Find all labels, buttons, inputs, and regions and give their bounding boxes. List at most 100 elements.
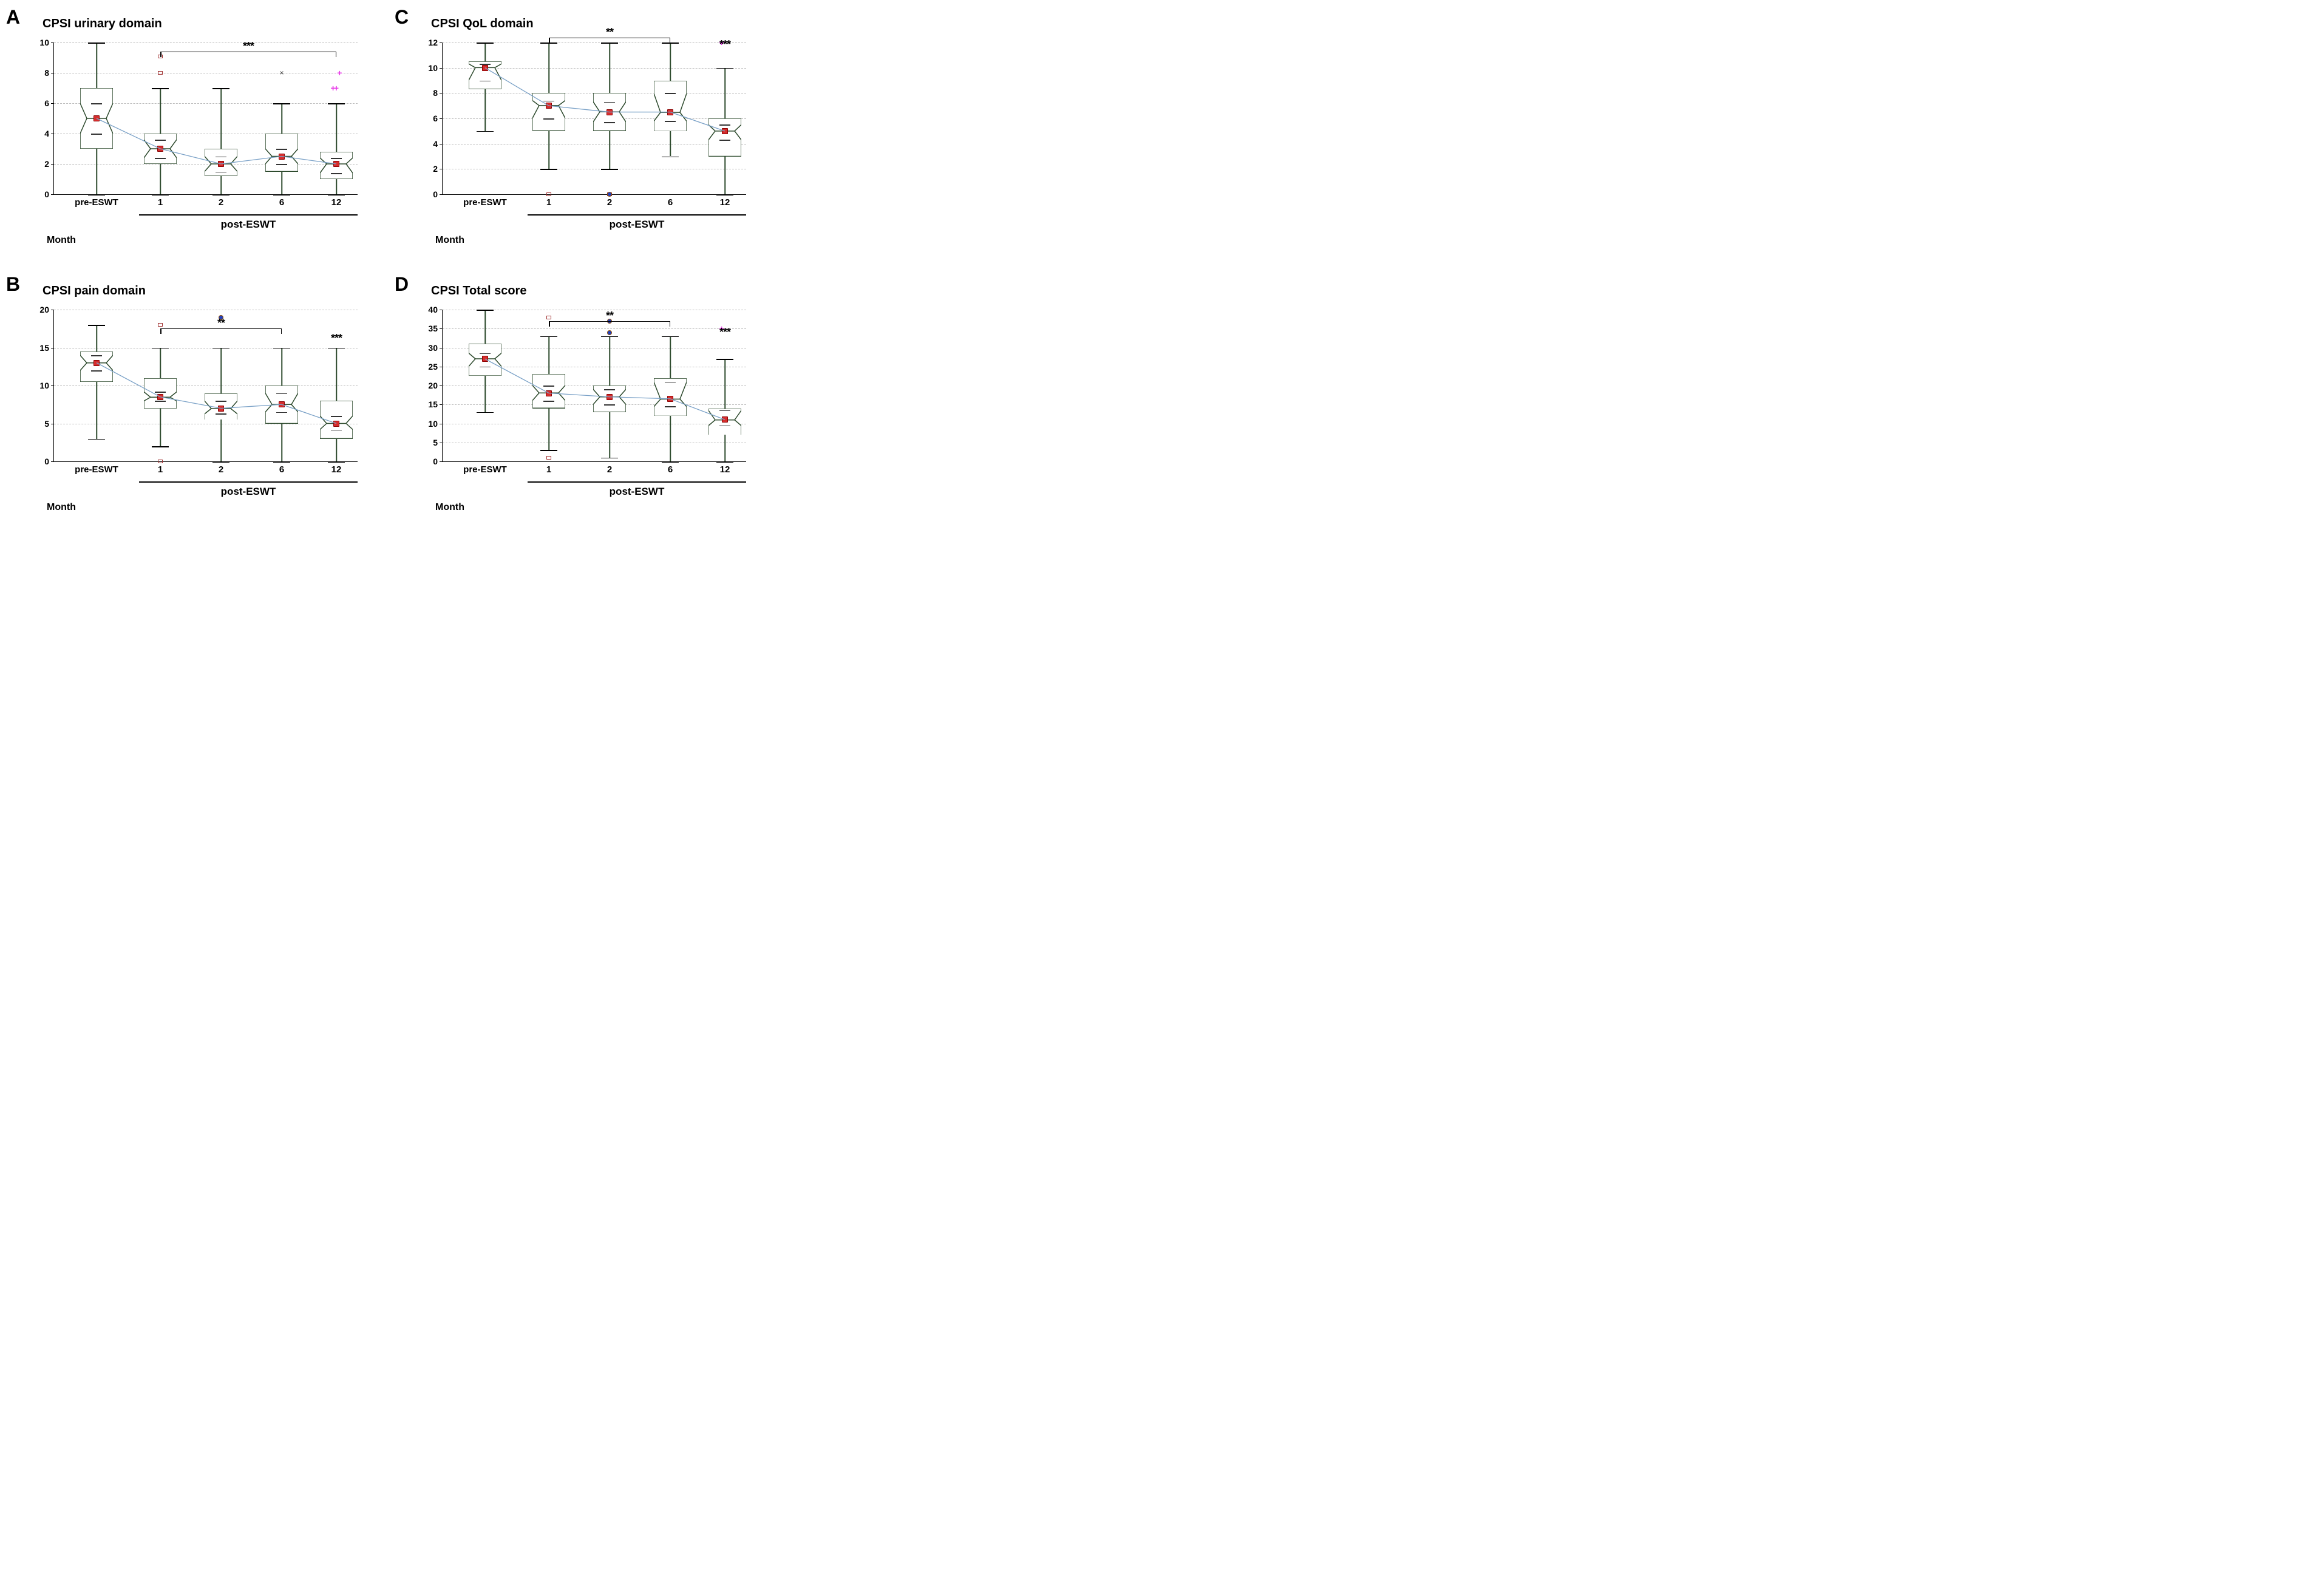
y-tick-mark [51, 164, 54, 165]
whisker-lower [548, 409, 549, 450]
y-tick-label: 30 [413, 343, 438, 353]
ci-cap [604, 404, 615, 406]
whisker-cap [152, 446, 169, 447]
post-eswt-bracket [528, 481, 746, 484]
y-tick-label: 20 [413, 381, 438, 390]
ci-cap [276, 164, 287, 165]
boxplot [469, 310, 501, 461]
panel-title: CPSI urinary domain [42, 17, 162, 31]
whisker-lower [336, 439, 337, 462]
box-svg [708, 118, 741, 157]
ci-cap [543, 101, 554, 102]
whisker-upper [609, 42, 610, 93]
boxplot [532, 42, 565, 194]
y-tick-label: 10 [413, 63, 438, 73]
box-svg [144, 378, 177, 409]
ci-cap [155, 401, 166, 402]
whisker-cap [273, 348, 290, 349]
whisker-cap [212, 348, 229, 349]
outlier-plus-icon: + [334, 84, 339, 92]
ci-cap [216, 401, 226, 402]
whisker-cap [716, 359, 733, 360]
x-tick-label: 12 [309, 464, 364, 475]
whisker-cap [540, 169, 557, 170]
median-marker [333, 421, 339, 427]
x-tick-label: 1 [133, 464, 188, 475]
whisker-upper [670, 336, 671, 378]
ci-cap [480, 367, 491, 368]
median-marker [157, 146, 163, 152]
y-tick-mark [440, 404, 443, 405]
panel-b: BCPSI pain domain05101520pre-ESWT12612Mo… [6, 273, 370, 522]
whisker-cap [212, 194, 229, 195]
outlier-dot-icon [607, 330, 612, 335]
whisker-upper [281, 103, 282, 134]
post-eswt-label: post-ESWT [221, 486, 276, 498]
post-eswt-label: post-ESWT [221, 219, 276, 231]
x-axis-month-label: Month [47, 235, 76, 246]
y-tick-label: 8 [25, 68, 49, 78]
x-tick-label: pre-ESWT [458, 197, 512, 208]
y-tick-label: 0 [25, 457, 49, 466]
whisker-cap [328, 103, 345, 104]
median-marker [279, 154, 285, 160]
y-tick-label: 4 [413, 139, 438, 149]
whisker-lower [160, 164, 161, 194]
whisker-lower [609, 131, 610, 169]
x-tick-label: 6 [643, 464, 698, 475]
y-tick-mark [440, 68, 443, 69]
whisker-upper [220, 88, 222, 149]
ci-cap [604, 122, 615, 123]
boxplot [80, 310, 113, 461]
whisker-lower [548, 131, 549, 169]
ci-cap [719, 124, 730, 126]
y-tick-mark [440, 328, 443, 329]
x-axis-month-label: Month [47, 502, 76, 513]
post-eswt-bracket [139, 214, 358, 217]
boxplot [80, 42, 113, 194]
whisker-cap [601, 458, 618, 459]
plot-area: 0246810pre-ESWT12612Monthpost-ESWT×+++**… [53, 42, 358, 195]
x-tick-label: 2 [582, 197, 637, 208]
whisker-cap [477, 310, 494, 311]
x-tick-label: 6 [254, 197, 309, 208]
figure-root: ACPSI urinary domain0246810pre-ESWT12612… [0, 0, 775, 531]
x-tick-label: 12 [309, 197, 364, 208]
whisker-cap [88, 194, 105, 195]
ci-cap [543, 401, 554, 402]
significance-stars: *** [719, 327, 730, 338]
whisker-cap [601, 336, 618, 338]
post-eswt-label: post-ESWT [610, 486, 665, 498]
whisker-upper [670, 42, 671, 81]
whisker-cap [88, 325, 105, 326]
whisker-lower [609, 412, 610, 458]
ci-cap [719, 410, 730, 412]
boxplot [144, 42, 177, 194]
ci-cap [91, 103, 102, 104]
whisker-cap [88, 42, 105, 44]
y-tick-label: 8 [413, 88, 438, 98]
significance-stars: *** [243, 41, 254, 52]
y-tick-label: 10 [413, 419, 438, 429]
outlier-plus-icon: + [337, 69, 342, 77]
x-tick-label: 2 [582, 464, 637, 475]
y-tick-label: 6 [25, 98, 49, 108]
box-svg [654, 81, 687, 131]
whisker-cap [273, 461, 290, 463]
x-tick-label: 2 [194, 197, 248, 208]
y-tick-label: 20 [25, 305, 49, 314]
ci-cap [331, 173, 342, 174]
ci-cap [155, 158, 166, 159]
whisker-cap [152, 194, 169, 195]
ci-cap [331, 430, 342, 431]
whisker-upper [336, 348, 337, 401]
whisker-cap [716, 194, 733, 195]
boxplot: + [708, 42, 741, 194]
whisker-cap [477, 42, 494, 44]
whisker-lower [220, 176, 222, 194]
ci-cap [216, 172, 226, 173]
y-tick-label: 10 [25, 381, 49, 390]
median-marker [546, 103, 552, 109]
significance-stars: ** [606, 310, 613, 321]
outlier-x-icon: × [279, 69, 284, 76]
